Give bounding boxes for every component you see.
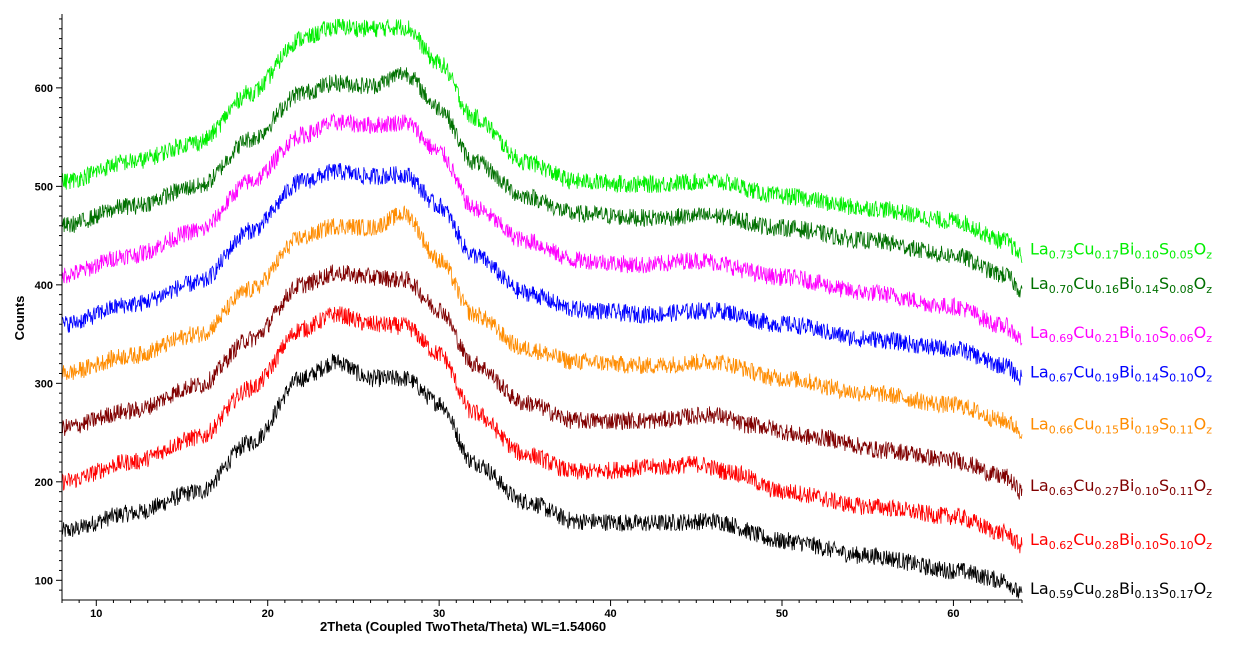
legend-label: La0.69Cu0.21Bi0.10S0.06Oz bbox=[1030, 323, 1212, 345]
x-tick-label: 20 bbox=[262, 608, 274, 620]
y-tick-label: 300 bbox=[35, 378, 53, 390]
x-axis-title: 2Theta (Coupled TwoTheta/Theta) WL=1.540… bbox=[320, 619, 606, 634]
series-line bbox=[61, 306, 1023, 554]
legend-label: La0.63Cu0.27Bi0.10S0.11Oz bbox=[1030, 476, 1212, 498]
axes: 10 20 30 40 50 60 100 200 300 400 500 600 bbox=[35, 14, 1023, 620]
series-line bbox=[61, 163, 1023, 386]
series-line bbox=[61, 353, 1023, 599]
x-tick-label: 60 bbox=[947, 608, 959, 620]
y-tick-label: 400 bbox=[35, 280, 53, 292]
y-axis-title: Counts bbox=[12, 296, 27, 341]
y-tick-label: 100 bbox=[35, 575, 53, 587]
x-tick-label: 50 bbox=[776, 608, 788, 620]
series-line bbox=[61, 67, 1023, 298]
x-tick-label: 30 bbox=[433, 608, 445, 620]
series-line bbox=[61, 112, 1023, 346]
legend-label: La0.70Cu0.16Bi0.14S0.08Oz bbox=[1030, 274, 1212, 296]
legend-label: La0.62Cu0.28Bi0.10S0.10Oz bbox=[1030, 530, 1212, 552]
x-tick-label: 40 bbox=[604, 608, 616, 620]
y-tick-label: 600 bbox=[35, 83, 53, 95]
plot-curves bbox=[61, 18, 1023, 599]
y-tick-label: 200 bbox=[35, 477, 53, 489]
legend-label: La0.67Cu0.19Bi0.14S0.10Oz bbox=[1030, 362, 1212, 384]
x-ticks: 10 20 30 40 50 60 bbox=[61, 600, 1023, 620]
x-tick-label: 10 bbox=[90, 608, 102, 620]
legend-label: La0.66Cu0.15Bi0.19S0.11Oz bbox=[1030, 415, 1212, 437]
legend: La0.59Cu0.28Bi0.13S0.17Oz La0.62Cu0.28Bi0… bbox=[1030, 239, 1212, 601]
y-tick-label: 500 bbox=[35, 181, 53, 193]
series-line bbox=[61, 264, 1023, 500]
series-line bbox=[61, 205, 1023, 440]
y-ticks: 100 200 300 400 500 600 bbox=[35, 18, 62, 591]
legend-label: La0.73Cu0.17Bi0.10S0.05Oz bbox=[1030, 239, 1212, 261]
series-line bbox=[61, 18, 1023, 264]
legend-label: La0.59Cu0.28Bi0.13S0.17Oz bbox=[1030, 579, 1212, 601]
